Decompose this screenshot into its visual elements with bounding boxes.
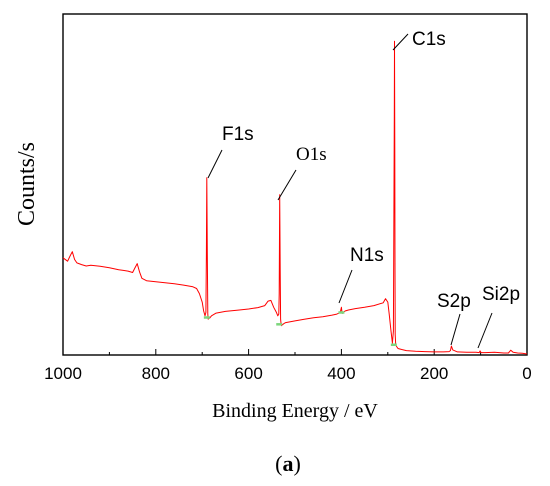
annotation-leader bbox=[477, 312, 493, 349]
peak-annotations: C1s F1s O1s N1s S2p Si2p bbox=[207, 29, 520, 349]
x-axis-ticks: 1000 800 600 400 200 0 bbox=[44, 349, 532, 383]
x-tick-label: 1000 bbox=[44, 364, 82, 383]
panel-label-open: ( bbox=[275, 451, 282, 476]
x-tick-label: 600 bbox=[234, 364, 262, 383]
x-tick-label: 200 bbox=[420, 364, 448, 383]
series-layer bbox=[62, 40, 528, 355]
x-axis-label: Binding Energy / eV bbox=[212, 400, 378, 422]
peak-label: Si2p bbox=[482, 284, 520, 305]
peak-label: O1s bbox=[296, 144, 327, 165]
panel-label: (a) bbox=[275, 451, 301, 476]
peak-label: S2p bbox=[437, 291, 471, 312]
peak-label: N1s bbox=[350, 245, 384, 266]
peak-label: F1s bbox=[222, 124, 254, 145]
x-tick-label: 400 bbox=[327, 364, 355, 383]
panel-label-close: ) bbox=[294, 451, 301, 476]
annotation-leader bbox=[338, 269, 353, 304]
peak-label: C1s bbox=[412, 29, 446, 50]
spectrum-line bbox=[62, 40, 528, 355]
annotation-leader bbox=[207, 149, 223, 179]
annotation-leader bbox=[450, 313, 461, 346]
annotation-leader bbox=[277, 169, 297, 201]
x-tick-label: 800 bbox=[142, 364, 170, 383]
x-tick-label: 0 bbox=[522, 364, 531, 383]
y-axis-label: Counts/s bbox=[14, 142, 40, 226]
annotation-leader bbox=[392, 33, 409, 51]
peak-markers bbox=[203, 311, 397, 347]
panel-label-letter: a bbox=[283, 451, 294, 476]
